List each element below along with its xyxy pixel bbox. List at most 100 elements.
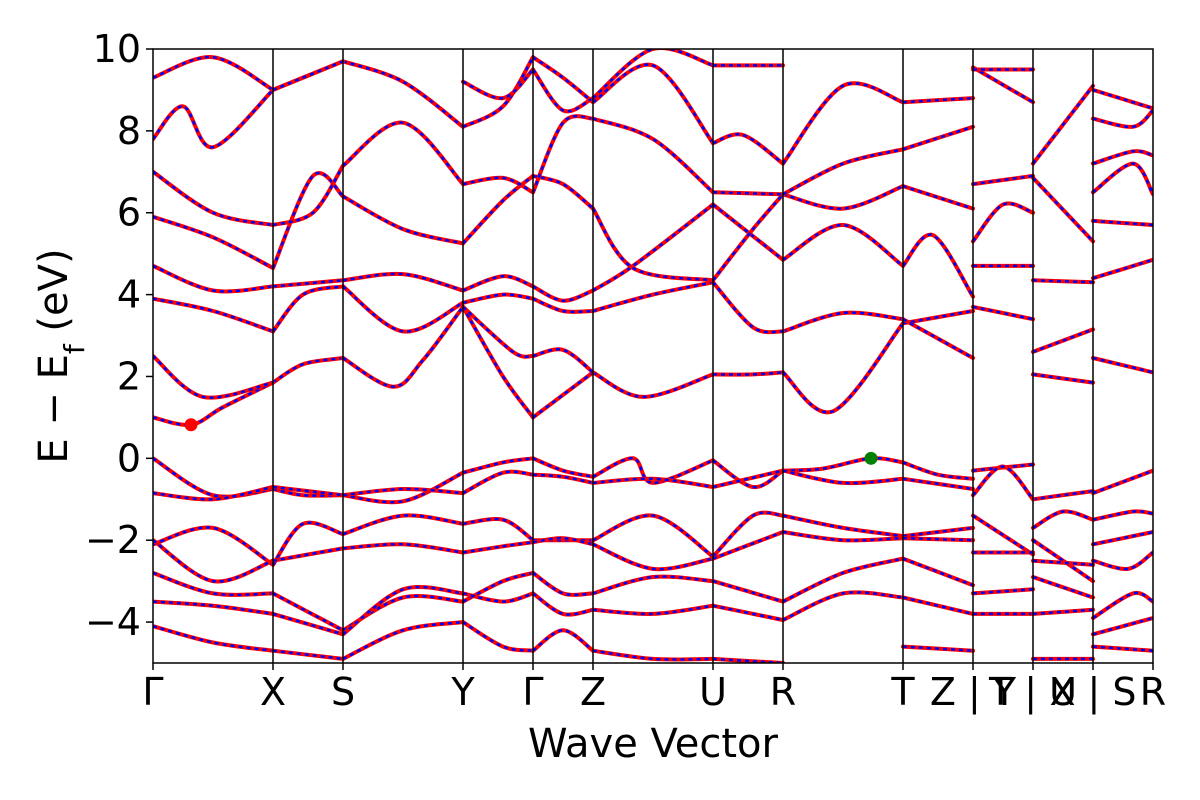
band-5-segment-7-dashed [712, 193, 784, 282]
band-6-segment-8-solid [781, 147, 905, 197]
band-11-segment-8-dashed [782, 530, 904, 542]
band-6-segment-5-dashed [531, 114, 594, 193]
band-9 [153, 464, 1153, 530]
band-14-segment-3-solid [341, 620, 465, 661]
band-3-segment-9-dashed [1032, 328, 1094, 354]
band-9-segment-1-dashed [153, 485, 274, 501]
band-7-segment-3-solid [341, 59, 465, 129]
band-7-segment-4-dashed [462, 56, 535, 128]
band-13-segment-3-dashed [342, 585, 464, 636]
band-4-segment-1-dashed [153, 264, 274, 293]
y-axis-label-unit: (eV) [31, 248, 77, 344]
band-7-segment-1-solid [153, 87, 275, 150]
band-13 [153, 584, 1153, 637]
band-4-segment-2-dashed [272, 279, 344, 288]
band-8-segment-4-dashed [462, 457, 534, 474]
band-7-segment-4-solid [461, 55, 535, 129]
band-1-segment-5-dashed [532, 371, 594, 419]
band-3-segment-5-dashed [532, 297, 594, 314]
band-6-segment-3-solid [341, 120, 465, 187]
band-6-segment-4-dashed [462, 176, 534, 194]
band-4-segment-9-solid [901, 232, 975, 299]
band-10-segment-3-solid [341, 513, 465, 537]
band-14-segment-4-solid [461, 620, 535, 653]
band-6-segment-3-dashed [342, 121, 464, 185]
band-5-segment-10-dashed [972, 202, 1034, 243]
band-13-segment-9-dashed [902, 596, 974, 616]
band-1-segment-2-dashed [272, 356, 344, 384]
y-tick-label: 8 [117, 109, 141, 153]
band-5-segment-9-solid [901, 184, 975, 211]
band-12-segment-6-dashed [592, 575, 714, 595]
band-5-segment-1-solid [153, 214, 275, 270]
band-8 [153, 456, 1153, 505]
band-10-segment-2-dashed [271, 521, 344, 566]
band-1-segment-6-dashed [592, 371, 714, 399]
band-3-segment-1-solid [153, 296, 275, 334]
band-2-segment-7-dashed [1092, 356, 1153, 374]
band-8-segment-8-dashed [782, 456, 904, 472]
band-7-segment-7-solid [711, 132, 785, 166]
y-tick-label: 2 [117, 354, 141, 398]
band-3-segment-4-dashed [462, 293, 534, 305]
band-9-segment-5-solid [531, 472, 595, 485]
band-6-segment-6-solid [591, 116, 715, 195]
band-5 [153, 161, 1153, 283]
band-6-segment-11-dashed [1032, 85, 1094, 165]
band-7-segment-1-dashed [153, 88, 274, 149]
band-10 [153, 510, 1153, 584]
band-3-segment-8-dashed [972, 305, 1034, 321]
band-12-segment-10-dashed [972, 588, 1034, 595]
band-2-segment-1-dashed [153, 355, 274, 399]
band-4-segment-9-dashed [902, 233, 975, 298]
vbm-marker [864, 451, 878, 465]
band-11-segment-6-solid [591, 542, 715, 572]
band-12-segment-9-solid [901, 556, 975, 588]
band-14-segment-3-dashed [342, 620, 464, 661]
band-11-segment-3-dashed [342, 542, 464, 554]
x-tick-label: Y [450, 670, 475, 714]
band-5-segment-10-solid [971, 201, 1035, 244]
y-axis-label: E − Ef (eV) [31, 248, 91, 463]
band-5-segment-12-dashed [1092, 162, 1153, 195]
band-7-segment-9-dashed [902, 96, 974, 104]
band-15-segment-4-dashed [531, 68, 594, 113]
band-4-segment-11-dashed [1032, 279, 1094, 284]
x-tick-label: X | S [1049, 670, 1136, 715]
band-5-segment-11-dashed [1032, 177, 1094, 243]
band-2-segment-2-dashed [462, 305, 534, 359]
x-tick-label: Z [580, 670, 606, 714]
band-12-segment-6-solid [591, 574, 715, 596]
band-14-segment-1-solid [153, 624, 275, 653]
band-5-segment-8-solid [781, 184, 905, 211]
band-10-segment-7-dashed [712, 511, 784, 558]
x-tick-label: T | U [988, 670, 1077, 715]
band-5-segment-12-solid [1091, 161, 1153, 197]
band-12-segment-12-solid [1091, 590, 1153, 620]
band-4-segment-12-dashed [1092, 219, 1153, 227]
band-2 [153, 304, 1153, 400]
bands-layer [153, 49, 1153, 663]
band-6-segment-6-dashed [592, 117, 714, 194]
band-3-segment-2-solid [271, 284, 345, 334]
band-9-segment-4-dashed [462, 470, 534, 495]
cbm-marker [184, 418, 198, 432]
x-tick-label: R [1140, 670, 1166, 714]
band-3-segment-3-solid [341, 284, 465, 334]
band-13-segment-1-dashed [153, 600, 274, 616]
band-7-segment-10-dashed [972, 66, 1034, 104]
band-9-segment-7-dashed [712, 469, 784, 489]
band-2-segment-6-dashed [1032, 373, 1094, 384]
band-7-segment-6-dashed [592, 63, 714, 144]
band-6-segment-10-dashed [972, 174, 1034, 186]
band-13-segment-8-dashed [782, 591, 904, 622]
y-tick-label: 4 [117, 273, 141, 317]
markers-layer [184, 418, 878, 465]
band-12-segment-12-dashed [1092, 591, 1153, 620]
band-12-segment-11-dashed [1032, 575, 1094, 599]
band-7-segment-3-dashed [342, 60, 464, 128]
band-5-segment-4-dashed [462, 174, 534, 245]
band-9-segment-11-dashed [1032, 510, 1094, 529]
x-tick-label: S [331, 670, 355, 714]
